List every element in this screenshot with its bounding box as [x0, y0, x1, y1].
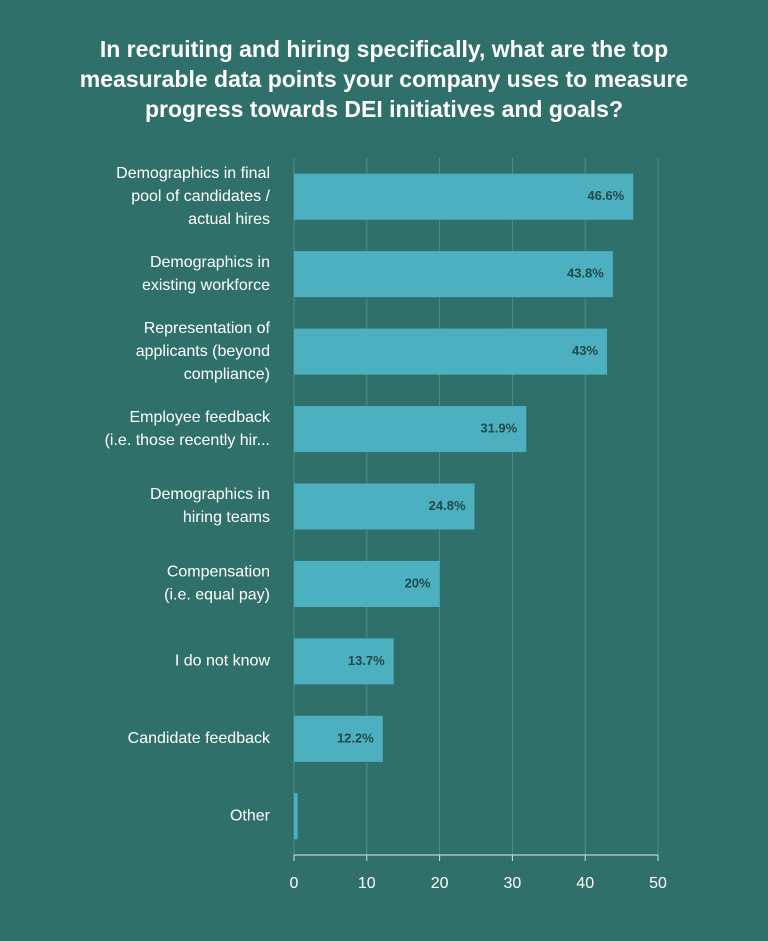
y-tick-label: I do not know — [175, 653, 271, 670]
bar — [294, 173, 634, 220]
y-tick-label: Demographics in — [150, 486, 270, 503]
bar — [294, 560, 440, 607]
chart-title: In recruiting and hiring specifically, w… — [79, 36, 689, 122]
value-label: 24.8% — [429, 498, 466, 513]
value-label: 43% — [572, 343, 598, 358]
x-tick-label: 10 — [358, 875, 376, 892]
y-tick-label: Demographics in final — [116, 165, 270, 182]
bar — [294, 793, 298, 840]
x-tick-label: 30 — [504, 875, 522, 892]
y-tick-label: Candidate feedback — [128, 730, 271, 747]
y-tick-label: hiring teams — [183, 509, 270, 526]
y-tick-label: compliance) — [184, 366, 270, 383]
y-tick-label: Other — [230, 807, 271, 824]
y-tick-label: actual hires — [188, 211, 270, 228]
y-tick-label: existing workforce — [142, 277, 270, 294]
bar — [294, 638, 394, 685]
bar — [294, 251, 613, 298]
x-tick-label: 20 — [431, 875, 449, 892]
y-tick-label: (i.e. equal pay) — [164, 587, 270, 604]
bar — [294, 715, 383, 762]
y-tick-label: applicants (beyond — [136, 343, 270, 360]
value-label: 31.9% — [480, 420, 517, 435]
value-label: 13.7% — [348, 653, 385, 668]
y-tick-label: Demographics in — [150, 254, 270, 271]
y-tick-label: Compensation — [167, 564, 270, 581]
bar — [294, 328, 608, 375]
y-tick-label: Representation of — [144, 320, 271, 337]
x-tick-label: 40 — [576, 875, 594, 892]
value-label: 12.2% — [337, 730, 374, 745]
bar — [294, 406, 527, 453]
value-label: 43.8% — [567, 266, 604, 281]
y-tick-label: (i.e. those recently hir... — [105, 432, 270, 449]
value-label: 46.6% — [587, 188, 624, 203]
y-tick-label: pool of candidates / — [131, 188, 270, 205]
value-label: 20% — [405, 575, 431, 590]
y-tick-label: Employee feedback — [129, 409, 271, 426]
bar — [294, 483, 475, 530]
x-tick-label: 0 — [290, 875, 299, 892]
x-tick-label: 50 — [649, 875, 667, 892]
